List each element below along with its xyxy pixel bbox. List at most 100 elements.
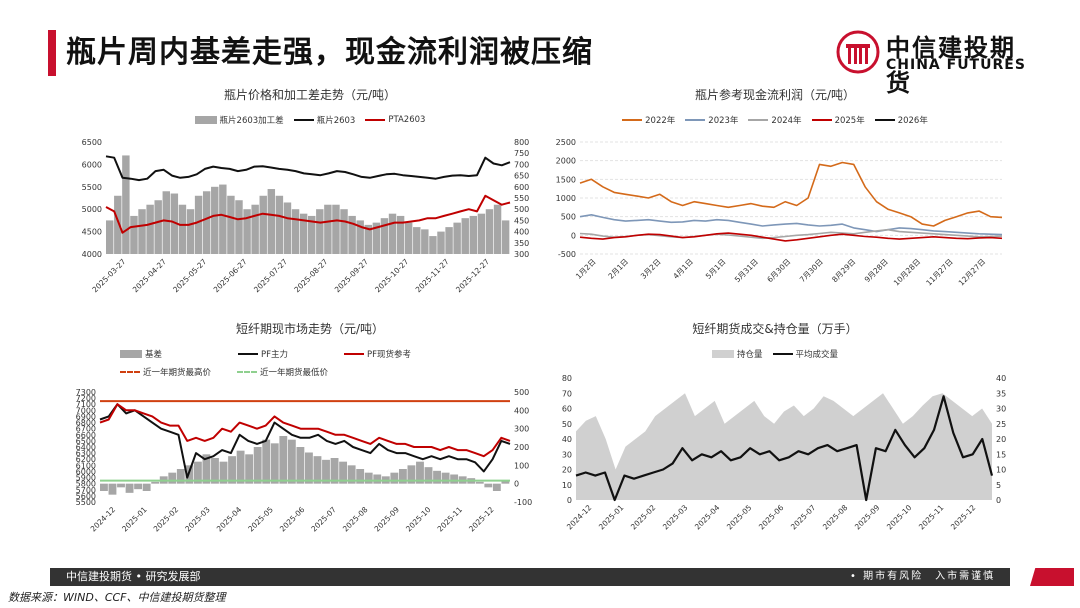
chart-plot: -500 0 500 1000 1500 2000 2500 1月2日 2月1日 3月2日 4月1日… (556, 138, 1003, 288)
legend-item: 2025年 (811, 114, 865, 126)
y-tick-label: 10 (996, 466, 1006, 475)
y-tick-label: 7000 (76, 406, 96, 415)
y-tick-label: 80 (562, 374, 572, 383)
y-tick-label: 5000 (82, 205, 102, 214)
y-tick-label: 6000 (82, 160, 102, 169)
x-tick-label: 3月2日 (639, 257, 663, 281)
bar-basis (407, 465, 416, 484)
x-tick-label: 2025-11-27 (414, 257, 451, 294)
x-tick-label: 2025-02 (629, 503, 658, 532)
bar-basis (236, 450, 245, 484)
bar-spread (154, 200, 162, 254)
y-tick-label: 650 (514, 172, 529, 181)
line-profit-3 (579, 232, 1003, 242)
chart-pf-volume: 短纤期货成交&持仓量（万手） 持仓量 平均成交量 0 10 20 30 40 50 60 70… (540, 316, 1010, 566)
x-tick-label: 2025-07 (309, 505, 338, 534)
bar-basis (305, 452, 313, 484)
chart-title: 短纤期货成交&持仓量（万手） (692, 322, 858, 336)
y-tick-label: 5700 (76, 486, 96, 495)
x-tick-label: 2025-11 (436, 505, 465, 534)
bar-spread (372, 222, 381, 254)
legend-item: 2022年 (622, 114, 675, 126)
logo-icon (836, 30, 880, 74)
y-tick-label: 400 (514, 228, 529, 237)
x-tick-label: 2025-03 (661, 503, 690, 532)
bar-spread (404, 222, 413, 254)
y-tick-label: 40 (562, 435, 572, 444)
legend-item: 持仓量 (711, 348, 763, 360)
x-tick-label: 2025-09 (373, 505, 402, 534)
bar-spread (267, 189, 276, 254)
y-tick-label: 60 (562, 405, 572, 414)
chart-cash-profit: 瓶片参考现金流利润（元/吨） 2022年 2023年 2024年 2025年 2… (540, 82, 1010, 308)
x-tick-label: 2025-03-27 (90, 257, 127, 294)
bar-spread (445, 227, 453, 254)
bar-basis (433, 470, 441, 484)
y-tick-label: 500 (514, 388, 529, 397)
bar-basis (330, 458, 339, 484)
bar-basis (501, 480, 510, 484)
bar-spread (251, 204, 259, 254)
y-tick-label: 25 (996, 420, 1006, 429)
chart-pf-market: 短纤期现市场走势（元/吨） 基差 PF主力 PF现货参考 近一年期货最高价 近一… (70, 316, 550, 566)
y-tick-label: 300 (514, 425, 529, 434)
bar-basis (492, 483, 501, 491)
bar-spread (291, 209, 300, 254)
chart-plot: 4000 4500 5000 5500 6000 6500 300 350 400 450 500 5… (82, 138, 530, 294)
y-tick-label: 0 (567, 496, 572, 505)
x-tick-label: 2025-05-27 (171, 257, 208, 294)
y-tick-label: 700 (514, 160, 529, 169)
x-tick-label: 5月1日 (704, 257, 728, 281)
bar-spread (348, 215, 356, 254)
title-accent-bar (48, 30, 56, 76)
chart-plot: 0 10 20 30 40 50 60 70 80 0 5 10 15 20 25 30 35 40 2024-12… (562, 374, 1006, 532)
x-tick-label: 2025-10-27 (373, 257, 410, 294)
x-tick-label: 2025-12 (949, 503, 978, 532)
y-tick-label: 6500 (76, 437, 96, 446)
bar-spread (364, 224, 372, 254)
line-bottle-2603 (105, 155, 511, 182)
y-tick-label: 750 (514, 149, 529, 158)
x-tick-label: 10月28日 (892, 257, 922, 287)
y-tick-label: 6600 (76, 431, 96, 440)
y-tick-label: 2000 (556, 157, 576, 166)
y-tick-label: 6500 (82, 138, 102, 147)
x-tick-label: 2025-11 (917, 503, 946, 532)
legend-item: 2023年 (685, 114, 738, 126)
x-tick-label: 2月1日 (606, 257, 630, 281)
y-tick-label: 30 (562, 450, 572, 459)
bar-basis (262, 439, 271, 484)
bar-spread (138, 209, 146, 254)
y-tick-label: 5900 (76, 474, 96, 483)
area-open-interest (576, 393, 992, 500)
x-tick-label: 2025-01 (120, 505, 149, 534)
bar-spread (477, 213, 486, 254)
y-tick-label: 0 (514, 480, 519, 489)
y-tick-label: 6800 (76, 419, 96, 428)
bar-spread (388, 213, 397, 254)
y-tick-label: 5500 (76, 498, 96, 507)
y-tick-label: 7200 (76, 394, 96, 403)
legend-item: 平均成交量 (772, 348, 838, 360)
logo-text-cn: 中信建投期货 (886, 34, 1016, 97)
y-tick-label: 2500 (556, 138, 576, 147)
bar-spread (324, 204, 332, 254)
bar-basis (279, 436, 288, 484)
bar-basis (245, 454, 254, 484)
y-tick-label: 70 (562, 389, 572, 398)
bar-basis (296, 447, 305, 484)
x-tick-label: 12月27日 (957, 257, 987, 287)
y-tick-label: 6400 (76, 443, 96, 452)
y-tick-label: -500 (558, 250, 576, 259)
footer-accent (1030, 568, 1074, 586)
logo: 中信建投期货 CHINA FUTURES (836, 26, 1036, 97)
x-tick-label: 1月2日 (574, 257, 598, 281)
bar-basis (373, 474, 382, 484)
y-tick-label: 800 (514, 138, 529, 147)
x-tick-label: 2025-02 (152, 505, 181, 534)
bar-basis (313, 456, 322, 484)
bar-spread (186, 209, 195, 254)
bar-spread (235, 200, 243, 254)
x-tick-label: 2024-12 (565, 503, 594, 532)
bar-spread (202, 191, 211, 254)
